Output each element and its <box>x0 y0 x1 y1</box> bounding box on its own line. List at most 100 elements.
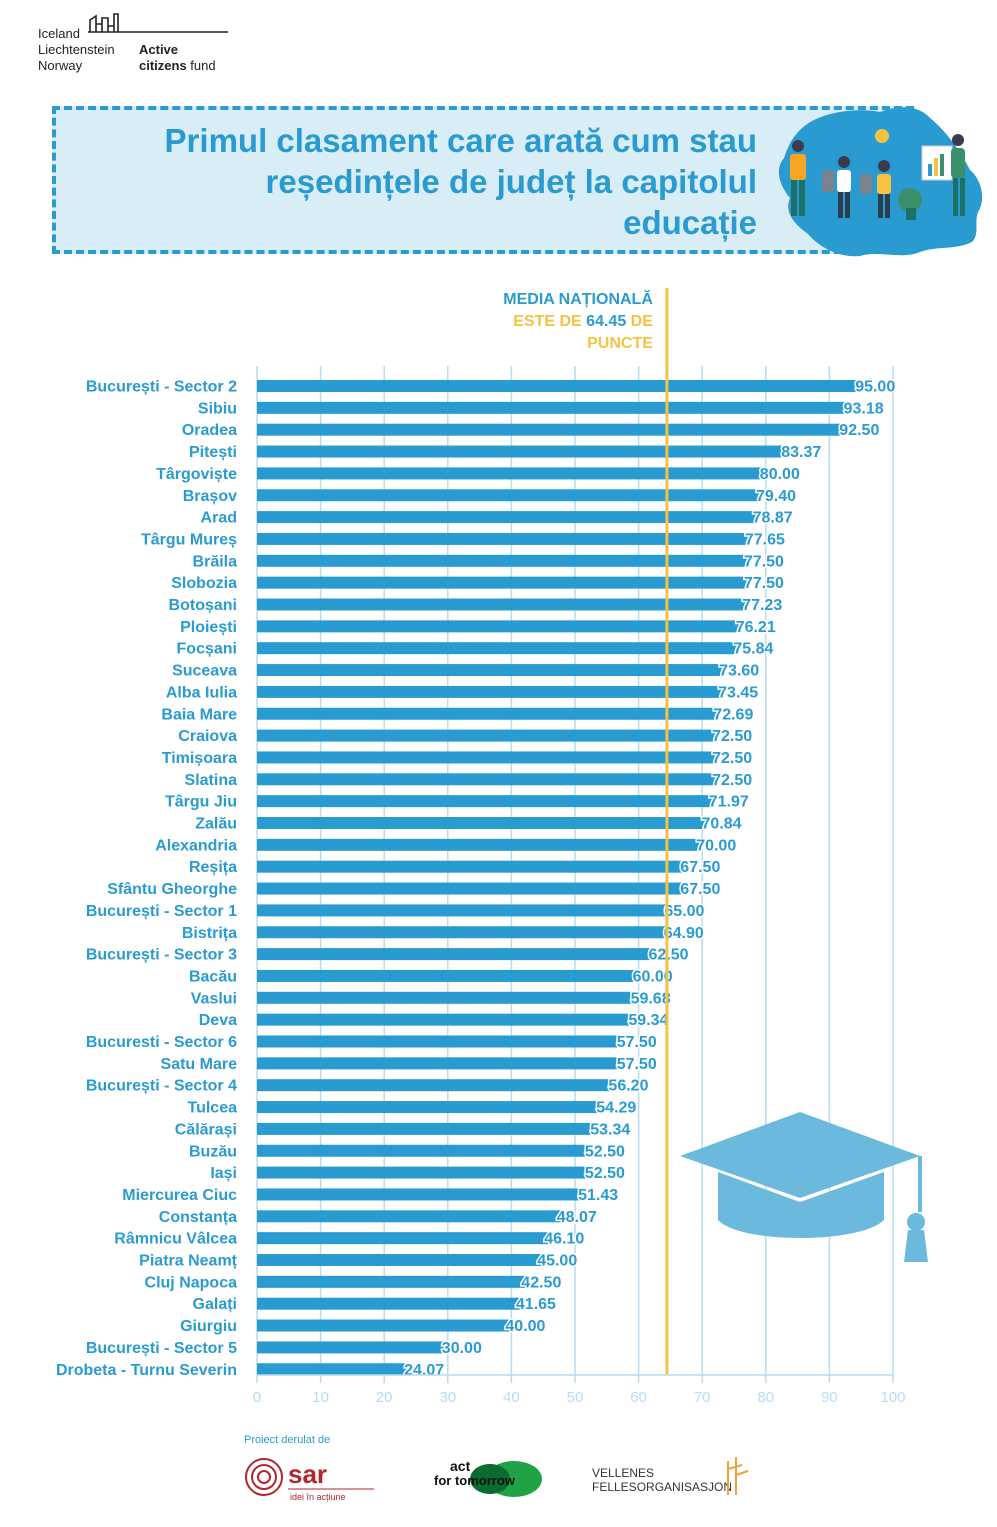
value-label: 57.50 <box>617 1056 657 1073</box>
category-label: Buzău <box>189 1143 237 1160</box>
bar-chart: București - Sector 2 95.00 Sibiu 93.18 Orade… <box>56 288 928 1406</box>
value-label: 45.00 <box>537 1253 577 1270</box>
value-label: 77.65 <box>745 531 785 548</box>
category-label: Satu Mare <box>161 1056 238 1073</box>
x-tick-label: 0 <box>253 1389 261 1406</box>
category-label: Drobeta - Turnu Severin <box>56 1362 237 1379</box>
bar <box>257 817 708 829</box>
bar <box>257 1166 591 1179</box>
bar <box>257 1275 528 1288</box>
bar <box>257 554 750 567</box>
footer-logos: Proiect derulat de sar idei în acțiune a… <box>0 1425 997 1525</box>
value-label: 52.50 <box>585 1143 625 1160</box>
project-label: Proiect derulat de <box>244 1434 331 1446</box>
value-label: 77.23 <box>742 597 782 614</box>
sar-tagline: idei în acțiune <box>290 1492 346 1502</box>
donor-countries: Iceland Liechtenstein Norway <box>38 26 115 74</box>
bar <box>257 598 749 611</box>
bar <box>257 620 742 633</box>
x-tick-label: 40 <box>503 1389 520 1406</box>
value-label: 79.40 <box>756 488 796 505</box>
category-label: Brăila <box>193 553 238 570</box>
national-average-label-line2: ESTE DE 64.45 DE <box>513 313 653 330</box>
sar-logo: sar idei în acțiune <box>245 1458 374 1502</box>
bar <box>257 642 740 655</box>
bar <box>257 445 788 458</box>
category-label: Bucuresti - Sector 6 <box>86 1034 237 1051</box>
category-label: Piatra Neamț <box>139 1253 237 1270</box>
category-label: Bacău <box>189 968 237 985</box>
category-label: Alba Iulia <box>166 684 237 701</box>
value-label: 83.37 <box>781 444 821 461</box>
category-label: Galați <box>193 1296 237 1313</box>
value-label: 72.69 <box>713 706 753 723</box>
bar <box>257 860 687 873</box>
category-label: Bistrița <box>182 925 237 942</box>
bar <box>257 1210 563 1223</box>
value-label: 59.34 <box>628 1012 668 1029</box>
bar <box>257 795 715 808</box>
country-norway: Norway <box>38 58 83 73</box>
fund-name: Active citizens fund <box>139 42 216 74</box>
category-label: Suceava <box>172 663 237 680</box>
x-tick-label: 50 <box>567 1389 584 1406</box>
category-label: Târgu Mureș <box>141 531 237 548</box>
value-label: 78.87 <box>753 510 793 527</box>
bar <box>257 1144 591 1157</box>
value-label: 72.50 <box>712 772 752 789</box>
value-label: 64.90 <box>664 925 704 942</box>
value-label: 40.00 <box>505 1318 545 1335</box>
vellenes-fellesorganisasjon-logo: VELLENES FELLESORGANISASJON <box>592 1457 749 1495</box>
x-axis-ticks: 0 10 20 30 40 50 60 70 80 90 100 <box>253 1374 906 1406</box>
category-label: Zalău <box>195 816 237 833</box>
value-label: 65.00 <box>664 903 704 920</box>
act-line2: for tomorrow <box>434 1473 516 1488</box>
value-label: 71.97 <box>709 794 749 811</box>
x-tick-label: 100 <box>880 1389 905 1406</box>
bar <box>257 969 639 982</box>
value-label: 54.29 <box>596 1100 636 1117</box>
category-label: Timișoara <box>162 750 237 767</box>
x-tick-label: 70 <box>694 1389 711 1406</box>
category-label: Slobozia <box>171 575 237 592</box>
bar <box>257 948 655 961</box>
country-iceland: Iceland <box>38 26 80 41</box>
title-banner: Primul clasament care arată cum stau reș… <box>52 106 914 254</box>
value-label: 67.50 <box>680 859 720 876</box>
bar <box>257 1101 603 1114</box>
page-title-line-3: educație <box>623 204 757 241</box>
value-label: 76.21 <box>736 619 776 636</box>
category-label: Reșița <box>189 859 237 876</box>
category-label: Târgu Jiu <box>165 794 237 811</box>
category-label: Botoșani <box>169 597 237 614</box>
bar <box>257 773 719 786</box>
bar <box>257 1232 551 1245</box>
value-label: 77.50 <box>744 553 784 570</box>
value-label: 62.50 <box>649 947 689 964</box>
category-label: Vaslui <box>191 990 237 1007</box>
value-label: 57.50 <box>617 1034 657 1051</box>
bar <box>257 532 751 545</box>
value-label: 52.50 <box>585 1165 625 1182</box>
category-label: București - Sector 2 <box>86 379 237 396</box>
value-label: 73.45 <box>718 684 758 701</box>
fund-name-rest: fund <box>186 58 216 73</box>
national-average-label-prefix: ESTE DE <box>513 313 586 330</box>
bar <box>257 1122 597 1135</box>
bar <box>257 1341 448 1354</box>
category-label: București - Sector 5 <box>86 1340 237 1357</box>
category-label: Focșani <box>177 641 237 658</box>
act-line1: act <box>450 1458 471 1474</box>
bar <box>257 401 850 414</box>
category-label: Tulcea <box>188 1100 238 1117</box>
value-label: 59.68 <box>631 990 671 1007</box>
city-skyline-icon <box>88 13 228 33</box>
category-label: București - Sector 1 <box>86 903 237 920</box>
bar <box>257 1319 512 1332</box>
graduation-cap-icon <box>680 1112 928 1262</box>
value-label: 75.84 <box>733 641 773 658</box>
bar <box>257 1035 623 1048</box>
category-label: Alexandria <box>155 837 237 854</box>
category-label: Iași <box>210 1165 237 1182</box>
bar <box>257 685 725 698</box>
